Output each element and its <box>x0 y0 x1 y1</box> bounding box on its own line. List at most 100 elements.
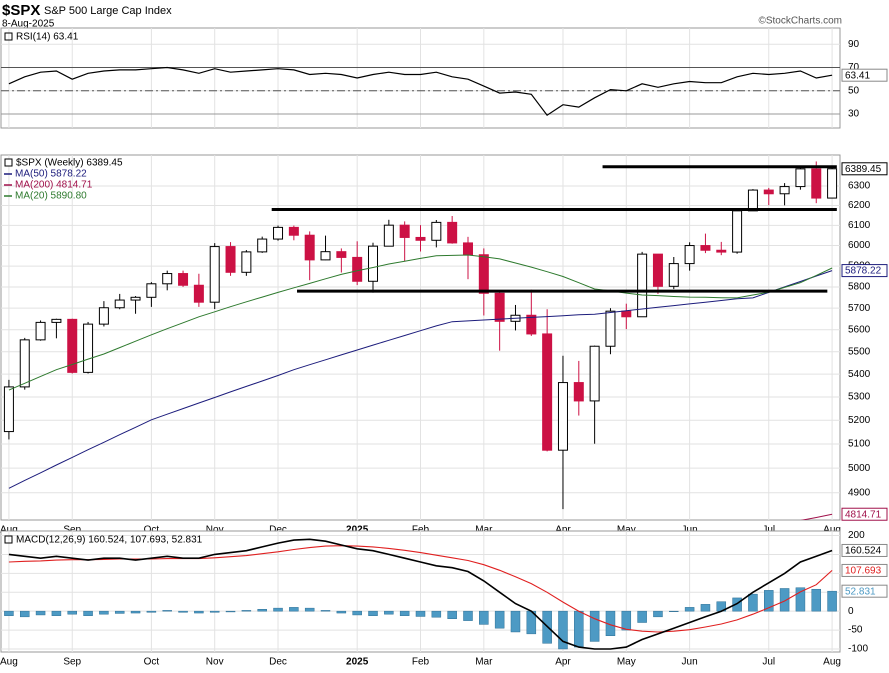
value-callout: 107.693 <box>845 566 882 577</box>
legend-icon <box>4 535 13 544</box>
candle-body <box>273 226 284 240</box>
histogram-bar <box>463 610 473 621</box>
candle-body <box>193 284 204 303</box>
candle-body <box>447 221 458 244</box>
candle-body <box>19 339 30 388</box>
candle-body <box>67 318 78 373</box>
histogram-bar <box>320 610 331 612</box>
value-callout: 4814.71 <box>845 509 882 520</box>
histogram-bar <box>194 610 204 614</box>
y-tick-label: 5800 <box>848 282 871 293</box>
x-tick-label: Aug <box>823 657 841 668</box>
candle-body <box>716 249 727 253</box>
chart-date: 8-Aug-2025 <box>2 19 55 30</box>
candle-body <box>288 226 299 236</box>
x-tick-label: Nov <box>206 525 224 536</box>
chart-subtitle: S&P 500 Large Cap Index <box>44 5 172 17</box>
y-tick-label: 5700 <box>848 303 871 314</box>
x-tick-label: Sep <box>63 525 81 536</box>
x-tick-label: 2025 <box>346 525 369 536</box>
candle-body <box>83 323 94 373</box>
indicator-line <box>8 66 833 117</box>
x-tick-label: Apr <box>555 525 571 536</box>
histogram-bar <box>67 610 77 615</box>
y-tick-label: 4900 <box>848 487 871 498</box>
value-callout-box <box>841 563 888 577</box>
candle-body <box>637 253 648 318</box>
x-tick-label: Jul <box>762 525 775 536</box>
candle-body <box>557 382 568 451</box>
histogram-bar <box>684 607 695 612</box>
candle-body <box>257 238 268 253</box>
y-tick-label: -50 <box>848 625 863 636</box>
candle-body <box>668 263 679 287</box>
value-callout-box <box>841 264 888 278</box>
candle-body <box>415 236 426 241</box>
candle-body <box>431 221 442 241</box>
macd-line <box>8 538 833 650</box>
histogram-bar <box>653 610 663 618</box>
candle-body <box>320 251 331 261</box>
histogram-bar <box>827 590 837 612</box>
histogram-bar <box>494 610 505 629</box>
candle-body <box>700 245 711 251</box>
candle-body <box>130 296 141 301</box>
candle-body <box>114 299 125 309</box>
candle-body <box>652 253 663 287</box>
candle-body <box>732 210 743 253</box>
plot-area <box>4 538 837 650</box>
moving-average-line <box>8 270 833 489</box>
value-callout: 5878.22 <box>845 266 882 277</box>
histogram-bar <box>669 610 679 612</box>
candle-body <box>779 186 790 195</box>
moving-average-line <box>8 254 833 391</box>
histogram-bar <box>273 607 283 612</box>
x-tick-label: Mar <box>475 657 493 668</box>
histogram-bar <box>558 610 568 650</box>
histogram-bar <box>431 610 442 618</box>
x-tick-label: Mar <box>475 525 493 536</box>
value-callout: 52.831 <box>845 586 876 597</box>
histogram-bar <box>764 590 774 612</box>
candle-body <box>336 251 347 258</box>
chart-title: $SPX <box>2 2 40 19</box>
value-callout-box <box>841 507 888 521</box>
candle-body <box>225 246 236 273</box>
y-tick-label: 30 <box>848 109 860 120</box>
candle-body <box>3 386 14 433</box>
plot-area <box>3 161 838 520</box>
histogram-bar <box>447 610 457 619</box>
x-tick-label: Jul <box>762 657 775 668</box>
histogram-bar <box>51 610 62 616</box>
candle-body <box>763 189 774 195</box>
histogram-bar <box>19 610 30 618</box>
histogram-bar <box>589 610 600 642</box>
candle-body <box>478 254 489 294</box>
histogram-bar <box>621 610 632 631</box>
histogram-bar <box>209 610 220 613</box>
y-tick-label: 6300 <box>848 181 871 192</box>
candle-body <box>621 310 632 318</box>
x-tick-label: Nov <box>206 657 224 668</box>
x-tick-label: May <box>617 525 636 536</box>
histogram-bar <box>811 588 822 612</box>
histogram-bar <box>35 610 46 616</box>
candle-body <box>368 245 379 282</box>
histogram-bar <box>83 610 93 616</box>
histogram-bar <box>637 610 647 623</box>
histogram-bar <box>304 607 315 612</box>
histogram-bar <box>4 610 14 616</box>
histogram-bar <box>99 610 109 615</box>
legend-entry: MA(50) 5878.22 <box>15 169 87 180</box>
y-tick-label: 200 <box>848 530 865 541</box>
candle-body <box>399 224 410 238</box>
candle-body <box>241 251 252 273</box>
y-tick-label: 5400 <box>848 369 871 380</box>
y-tick-label: 6200 <box>848 200 871 211</box>
x-tick-label: Jun <box>682 657 698 668</box>
candle-body <box>352 256 363 282</box>
candle-body <box>795 168 806 188</box>
histogram-bar <box>336 610 347 614</box>
histogram-bar <box>368 610 378 616</box>
